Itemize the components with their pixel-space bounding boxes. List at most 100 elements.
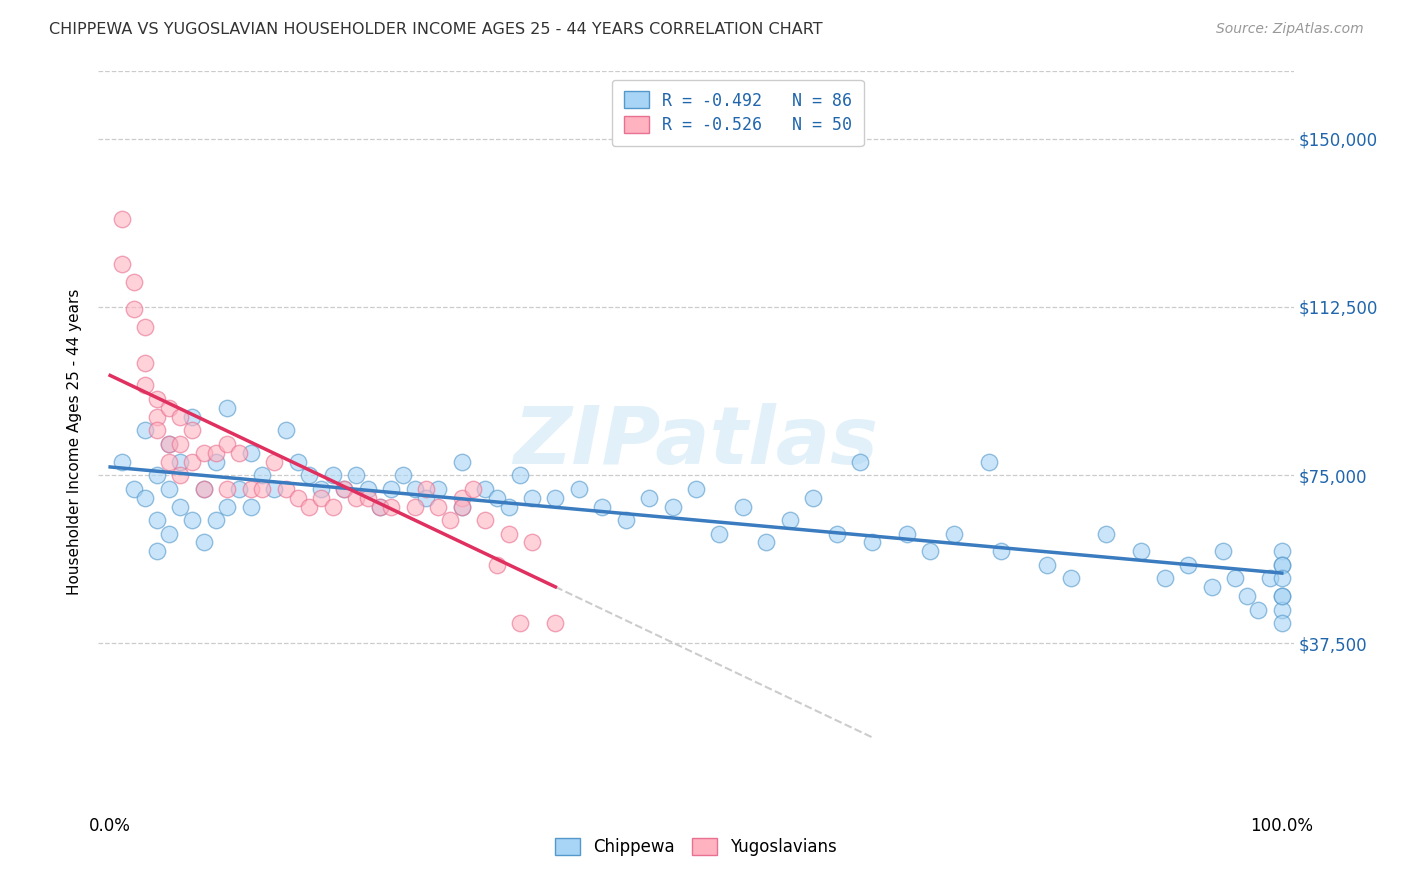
Point [146, 544, 169, 558]
Legend: Chippewa, Yugoslavians: Chippewa, Yugoslavians [548, 831, 844, 863]
Point [146, 423, 169, 437]
Point [380, 500, 402, 514]
Point [591, 500, 613, 514]
Point [614, 513, 637, 527]
Point [439, 513, 461, 527]
Point [309, 482, 332, 496]
Point [111, 257, 134, 271]
Point [404, 500, 426, 514]
Point [368, 500, 391, 514]
Point [568, 482, 591, 496]
Point [1212, 544, 1234, 558]
Point [157, 437, 180, 451]
Point [661, 500, 683, 514]
Point [344, 468, 367, 483]
Point [322, 500, 344, 514]
Point [134, 491, 156, 505]
Point [1271, 544, 1294, 558]
Point [252, 468, 274, 483]
Point [181, 513, 204, 527]
Point [1095, 526, 1118, 541]
Point [181, 423, 204, 437]
Point [111, 212, 134, 227]
Point [146, 409, 169, 424]
Point [204, 446, 226, 460]
Point [520, 535, 543, 549]
Point [544, 616, 567, 631]
Point [1177, 558, 1199, 572]
Point [193, 482, 215, 496]
Point [122, 482, 145, 496]
Point [228, 482, 250, 496]
Point [801, 491, 824, 505]
Point [157, 455, 180, 469]
Point [990, 544, 1012, 558]
Point [217, 437, 239, 451]
Text: Source: ZipAtlas.com: Source: ZipAtlas.com [1216, 22, 1364, 37]
Point [1271, 558, 1294, 572]
Point [217, 500, 239, 514]
Point [193, 535, 215, 549]
Point [485, 558, 508, 572]
Point [357, 491, 380, 505]
Point [415, 482, 437, 496]
Point [450, 500, 472, 514]
Point [322, 468, 344, 483]
Point [169, 409, 191, 424]
Point [111, 455, 134, 469]
Point [263, 455, 285, 469]
Point [685, 482, 707, 496]
Point [509, 468, 531, 483]
Point [122, 302, 145, 317]
Point [287, 455, 309, 469]
Point [415, 491, 437, 505]
Point [498, 526, 520, 541]
Point [485, 491, 508, 505]
Point [474, 482, 496, 496]
Point [860, 535, 883, 549]
Point [463, 482, 485, 496]
Point [709, 526, 731, 541]
Point [920, 544, 942, 558]
Point [344, 491, 367, 505]
Point [134, 320, 156, 334]
Point [474, 513, 496, 527]
Point [217, 401, 239, 415]
Point [1060, 571, 1083, 585]
Point [1271, 603, 1294, 617]
Point [427, 482, 450, 496]
Point [380, 482, 402, 496]
Point [287, 491, 309, 505]
Point [638, 491, 661, 505]
Point [368, 500, 391, 514]
Point [333, 482, 356, 496]
Point [825, 526, 848, 541]
Point [1271, 571, 1294, 585]
Point [1271, 590, 1294, 604]
Point [1258, 571, 1281, 585]
Point [544, 491, 567, 505]
Point [427, 500, 450, 514]
Point [146, 468, 169, 483]
Point [193, 446, 215, 460]
Point [274, 423, 297, 437]
Point [181, 409, 204, 424]
Point [298, 468, 321, 483]
Point [755, 535, 778, 549]
Point [157, 401, 180, 415]
Point [1201, 580, 1223, 594]
Point [896, 526, 918, 541]
Point [849, 455, 872, 469]
Point [1271, 590, 1294, 604]
Point [498, 500, 520, 514]
Point [146, 513, 169, 527]
Point [731, 500, 754, 514]
Point [134, 423, 156, 437]
Point [157, 437, 180, 451]
Point [942, 526, 965, 541]
Point [333, 482, 356, 496]
Point [252, 482, 274, 496]
Point [157, 482, 180, 496]
Point [263, 482, 285, 496]
Point [1153, 571, 1175, 585]
